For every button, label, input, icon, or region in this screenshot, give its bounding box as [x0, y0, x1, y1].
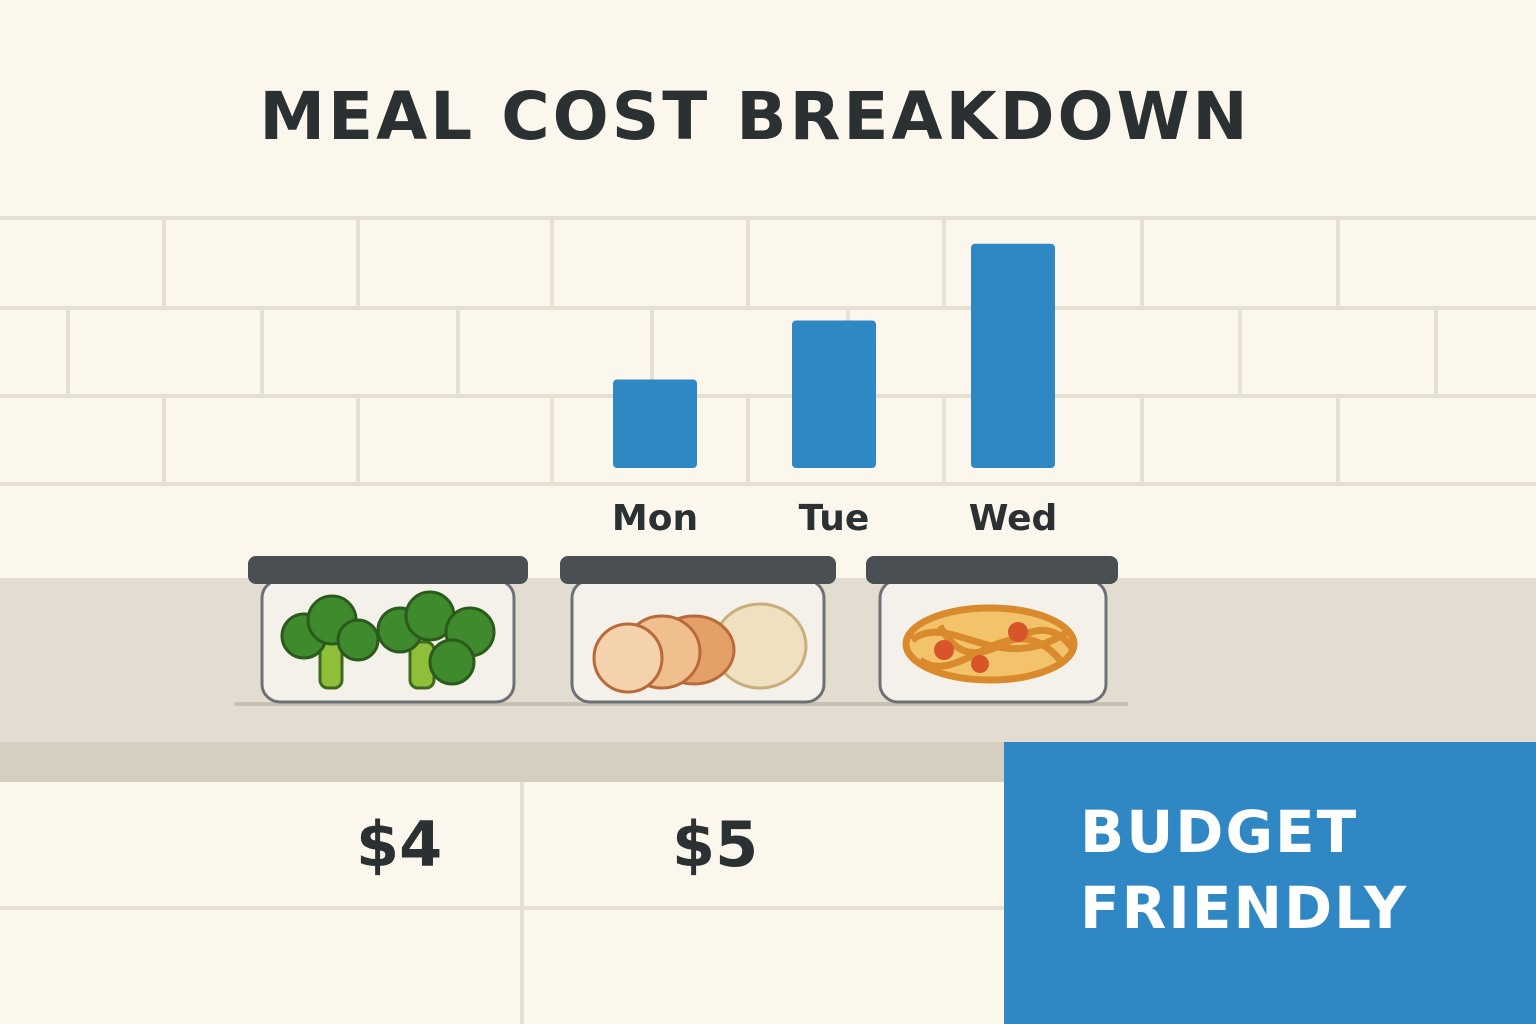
chart-title: MEAL COST BREAKDOWN [259, 78, 1251, 155]
bar-mon [613, 379, 697, 468]
tile-grout-lines [0, 216, 1536, 1024]
broccoli-icon [376, 590, 496, 690]
bar-tue [792, 320, 876, 468]
chicken-rice-container-icon [560, 556, 836, 704]
badge-line-2: FRIENDLY [1080, 874, 1409, 942]
category-label-tue: Tue [799, 498, 870, 539]
badge-text: BUDGET FRIENDLY [1080, 794, 1408, 946]
price-label: $4 [356, 808, 443, 881]
bar-wed [971, 243, 1055, 468]
budget-friendly-badge: BUDGET FRIENDLY [1004, 742, 1536, 1024]
category-label-mon: Mon [612, 498, 698, 539]
broccoli-container-icon [248, 556, 528, 704]
badge-line-1: BUDGET [1080, 798, 1359, 866]
pasta-icon [902, 604, 1078, 684]
chicken-icon [592, 614, 736, 694]
category-label-wed: Wed [969, 498, 1058, 539]
price-label: $5 [672, 808, 759, 881]
pasta-container-icon [866, 556, 1118, 704]
broccoli-icon [280, 594, 380, 690]
